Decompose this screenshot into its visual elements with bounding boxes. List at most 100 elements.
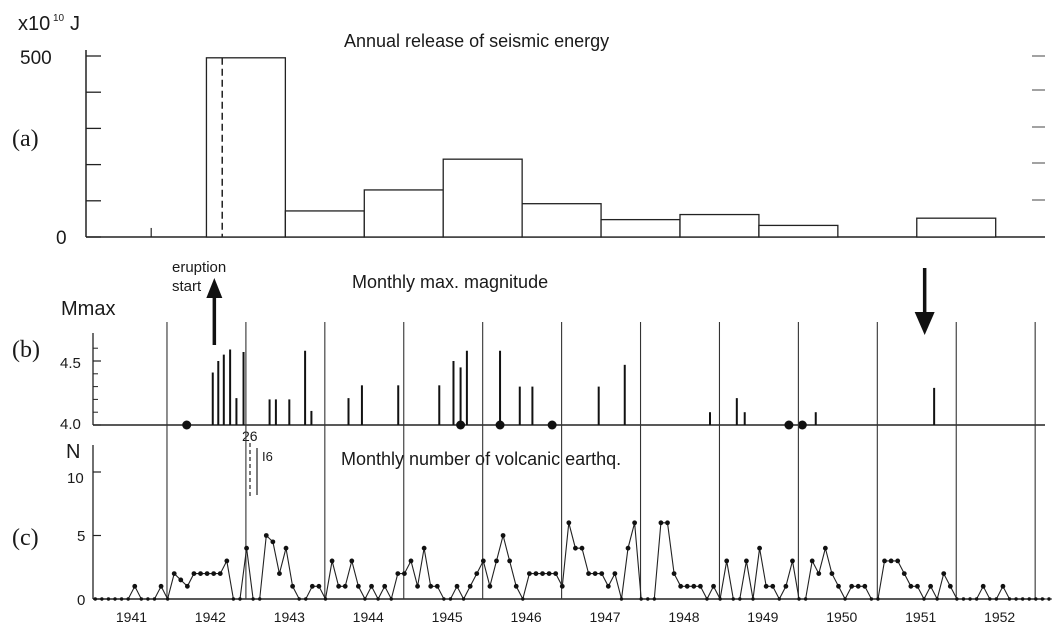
monthly-count-point bbox=[454, 583, 460, 589]
monthly-count-point bbox=[908, 583, 914, 589]
monthly-count-point bbox=[619, 597, 624, 601]
monthly-count-point bbox=[803, 597, 808, 601]
monthly-count-point bbox=[467, 583, 473, 589]
monthly-count-point bbox=[309, 583, 315, 589]
monthly-count-point bbox=[297, 597, 301, 601]
monthly-count-point bbox=[329, 558, 335, 564]
monthly-count-point bbox=[480, 558, 486, 564]
panel-c-ylabel: N bbox=[66, 441, 80, 463]
monthly-count-point bbox=[809, 558, 815, 564]
monthly-count-point bbox=[126, 597, 130, 601]
annual-energy-bar bbox=[600, 218, 681, 238]
monthly-count-point bbox=[231, 597, 236, 601]
monthly-count-point bbox=[442, 597, 446, 601]
monthly-count-point bbox=[171, 571, 177, 576]
monthly-count-point bbox=[191, 571, 197, 576]
monthly-count-point bbox=[783, 583, 789, 589]
monthly-count-point bbox=[922, 597, 926, 601]
monthly-count-point bbox=[1027, 597, 1031, 601]
panel-a-ylabel: x10 bbox=[18, 13, 50, 35]
monthly-count-point bbox=[402, 571, 407, 576]
monthly-count-point bbox=[961, 597, 966, 601]
monthly-count-point bbox=[691, 583, 697, 589]
year-tick-label: 1948 bbox=[668, 609, 699, 625]
panel-c-ytick-10: 10 bbox=[67, 470, 84, 487]
monthly-count-point bbox=[697, 583, 703, 589]
monthly-count-point bbox=[876, 597, 880, 601]
year-tick-label: 1946 bbox=[511, 609, 542, 625]
monthly-count-point bbox=[559, 583, 565, 589]
monthly-count-point bbox=[928, 583, 933, 589]
monthly-count-point bbox=[612, 571, 618, 576]
monthly-count-point bbox=[731, 597, 735, 601]
monthly-count-point bbox=[895, 558, 901, 564]
monthly-count-point bbox=[119, 597, 124, 601]
monthly-count-point bbox=[632, 520, 638, 526]
monthly-count-point bbox=[605, 583, 611, 589]
monthly-count-point bbox=[474, 571, 480, 576]
monthly-count-point bbox=[251, 597, 255, 601]
monthly-count-point bbox=[513, 583, 519, 589]
monthly-count-point bbox=[146, 597, 150, 601]
monthly-count-point bbox=[836, 583, 841, 589]
monthly-count-point bbox=[494, 558, 499, 564]
monthly-count-point bbox=[1034, 597, 1038, 601]
monthly-count-point bbox=[678, 583, 684, 589]
monthly-count-point bbox=[244, 545, 249, 551]
monthly-count-point bbox=[369, 583, 374, 589]
monthly-count-point bbox=[349, 558, 355, 564]
monthly-count-point bbox=[935, 597, 939, 601]
monthly-count-point bbox=[93, 597, 97, 601]
monthly-count-point bbox=[165, 597, 170, 601]
annual-energy-bar bbox=[442, 158, 523, 238]
eruption-arrow-head bbox=[206, 278, 223, 298]
monthly-count-point bbox=[724, 558, 730, 564]
annual-energy-bar bbox=[521, 203, 602, 238]
panel-b-ylabel: Mmax bbox=[61, 298, 115, 320]
monthly-count-point bbox=[376, 597, 380, 601]
monthly-count-point bbox=[822, 545, 828, 551]
panel-c-label: (c) bbox=[12, 525, 39, 551]
panel-a-ytick-0: 0 bbox=[56, 228, 67, 249]
panel-c-plot bbox=[92, 322, 1052, 601]
monthly-count-point bbox=[671, 571, 677, 576]
monthly-count-point bbox=[592, 571, 598, 576]
monthly-count-point bbox=[862, 583, 868, 589]
monthly-count-point bbox=[869, 597, 874, 601]
monthly-count-point bbox=[211, 571, 217, 576]
monthly-count-point bbox=[448, 597, 453, 601]
monthly-count-point bbox=[428, 583, 434, 589]
monthly-count-point bbox=[980, 583, 986, 589]
monthly-count-point bbox=[829, 571, 835, 576]
monthly-count-point bbox=[1000, 583, 1006, 589]
monthly-count-point bbox=[625, 545, 631, 551]
monthly-count-point bbox=[994, 597, 999, 601]
year-axis-labels: 1941 1942 1943 1944 1945 1946 1947 1948 1949 1950… bbox=[116, 609, 1016, 625]
monthly-count-point bbox=[224, 558, 230, 564]
monthly-count-point bbox=[849, 583, 855, 589]
monthly-count-point bbox=[770, 583, 776, 589]
monthly-count-point bbox=[586, 571, 591, 576]
annual-energy-bar bbox=[916, 217, 997, 238]
monthly-count-point bbox=[968, 597, 972, 601]
monthly-count-point bbox=[658, 520, 664, 526]
monthly-count-point bbox=[718, 597, 722, 601]
panel-a-ytick-500: 500 bbox=[20, 48, 52, 69]
magnitude-dot bbox=[182, 420, 192, 430]
monthly-count-point bbox=[395, 571, 401, 576]
monthly-count-point bbox=[1047, 597, 1051, 601]
monthly-count-point bbox=[843, 597, 847, 601]
monthly-count-point bbox=[355, 583, 361, 589]
panel-a-plot bbox=[85, 50, 1045, 238]
panel-b-title: Monthly max. magnitude bbox=[352, 272, 548, 292]
monthly-count-point bbox=[152, 597, 157, 601]
monthly-count-point bbox=[363, 597, 367, 601]
monthly-count-point bbox=[434, 583, 440, 589]
monthly-count-point bbox=[646, 597, 650, 601]
annotation-26: 26 bbox=[242, 428, 258, 444]
monthly-count-line bbox=[95, 522, 1052, 601]
monthly-count-point bbox=[901, 571, 907, 576]
monthly-count-point bbox=[888, 558, 894, 564]
monthly-count-point bbox=[816, 571, 822, 576]
